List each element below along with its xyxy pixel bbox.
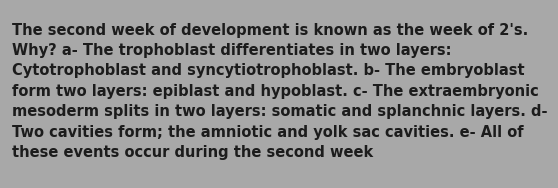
- Text: The second week of development is known as the week of 2's.
Why? a- The trophobl: The second week of development is known …: [12, 23, 548, 160]
